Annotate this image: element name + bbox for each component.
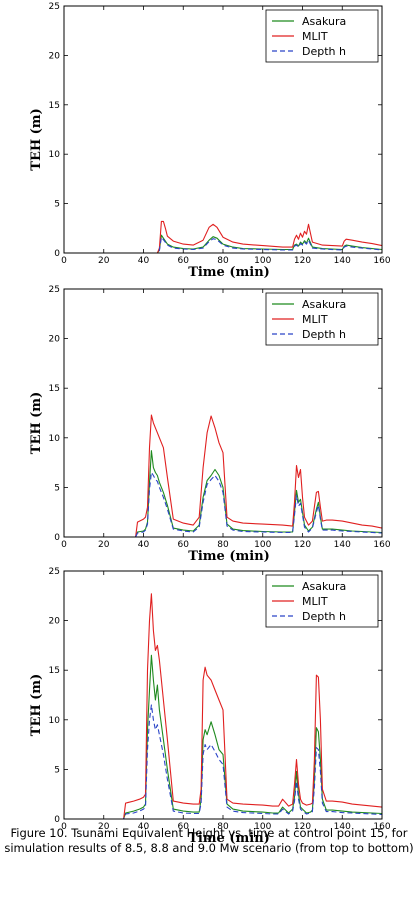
x-tick-label: 40 bbox=[138, 822, 150, 832]
legend: Asakura MLIT Depth h bbox=[265, 9, 379, 63]
y-tick-label: 20 bbox=[49, 51, 61, 61]
legend-label: Asakura bbox=[302, 580, 346, 593]
chart-panel-2: 0 20 40 60 80 100 120 140 160 0 5 10 15 20 25 Time (min… bbox=[29, 285, 391, 564]
series-line-depth-h bbox=[64, 704, 382, 819]
y-tick-label: 10 bbox=[49, 716, 61, 726]
x-tick-label: 160 bbox=[373, 822, 390, 832]
y-tick-label: 15 bbox=[49, 384, 60, 394]
legend-label: MLIT bbox=[302, 313, 328, 326]
x-tick-label: 140 bbox=[334, 822, 351, 832]
x-tick-label: 0 bbox=[61, 256, 67, 266]
x-tick-label: 80 bbox=[217, 256, 229, 266]
x-tick-label: 80 bbox=[217, 822, 229, 832]
chart-panel-1: 0 20 40 60 80 100 120 140 160 0 5 10 15 20 25 Time (min… bbox=[29, 2, 391, 280]
y-tick-label: 5 bbox=[54, 765, 60, 775]
y-axis-label: TEH (m) bbox=[29, 674, 44, 736]
x-tick-label: 160 bbox=[373, 540, 390, 550]
y-tick-label: 10 bbox=[49, 434, 61, 444]
x-tick-label: 160 bbox=[373, 256, 390, 266]
series-line-asakura bbox=[64, 654, 382, 819]
x-tick-label: 60 bbox=[178, 256, 190, 266]
x-tick-label: 100 bbox=[254, 540, 271, 550]
legend-label: Depth h bbox=[302, 328, 346, 341]
series-lines bbox=[64, 593, 382, 819]
y-tick-label: 15 bbox=[49, 666, 60, 676]
x-tick-label: 120 bbox=[294, 256, 311, 266]
legend-label: MLIT bbox=[302, 595, 328, 608]
x-axis-label: Time (min) bbox=[188, 549, 270, 564]
x-tick-label: 20 bbox=[98, 822, 110, 832]
y-axis-label: TEH (m) bbox=[29, 392, 44, 454]
y-tick-label: 10 bbox=[49, 150, 61, 160]
y-tick-label: 20 bbox=[49, 617, 61, 627]
y-tick-label: 25 bbox=[49, 2, 60, 12]
y-tick-label: 15 bbox=[49, 101, 60, 111]
x-tick-label: 20 bbox=[98, 256, 110, 266]
legend: Asakura MLIT Depth h bbox=[265, 574, 379, 628]
legend-label: Depth h bbox=[302, 45, 346, 58]
y-tick-label: 0 bbox=[54, 815, 60, 825]
series-line-mlit bbox=[64, 593, 382, 819]
legend-label: Depth h bbox=[302, 610, 346, 623]
x-tick-label: 60 bbox=[178, 540, 190, 550]
y-tick-label: 5 bbox=[54, 200, 60, 210]
legend: Asakura MLIT Depth h bbox=[265, 292, 379, 346]
x-tick-label: 40 bbox=[138, 540, 150, 550]
x-tick-label: 0 bbox=[61, 822, 67, 832]
x-axis-label: Time (min) bbox=[188, 265, 270, 280]
x-tick-label: 100 bbox=[254, 822, 271, 832]
x-tick-label: 120 bbox=[294, 540, 311, 550]
y-tick-label: 25 bbox=[49, 285, 60, 295]
y-tick-label: 5 bbox=[54, 483, 60, 493]
y-tick-label: 20 bbox=[49, 335, 61, 345]
x-tick-label: 100 bbox=[254, 256, 271, 266]
x-axis-label: Time (min) bbox=[188, 831, 270, 846]
legend-label: Asakura bbox=[302, 298, 346, 311]
y-tick-label: 0 bbox=[54, 533, 60, 543]
y-tick-label: 0 bbox=[54, 249, 60, 259]
legend-label: MLIT bbox=[302, 30, 328, 43]
x-tick-label: 40 bbox=[138, 256, 150, 266]
series-line-mlit bbox=[64, 414, 382, 537]
series-lines bbox=[64, 220, 382, 253]
series-lines bbox=[64, 414, 382, 537]
x-tick-label: 140 bbox=[334, 540, 351, 550]
series-line-depth-h bbox=[64, 471, 382, 537]
x-tick-label: 80 bbox=[217, 540, 229, 550]
y-axis-label: TEH (m) bbox=[29, 108, 44, 170]
legend-label: Asakura bbox=[302, 15, 346, 28]
figure-caption: Figure 10. Tsunami Equivalent Height vs.… bbox=[4, 826, 414, 855]
chart-panel-3: 0 20 40 60 80 100 120 140 160 0 5 10 15 20 25 Time (min… bbox=[29, 567, 391, 846]
x-tick-label: 140 bbox=[334, 256, 351, 266]
x-tick-label: 60 bbox=[178, 822, 190, 832]
y-tick-label: 25 bbox=[49, 567, 60, 577]
x-tick-label: 120 bbox=[294, 822, 311, 832]
series-line-asakura bbox=[64, 234, 382, 253]
x-tick-label: 20 bbox=[98, 540, 110, 550]
x-tick-label: 0 bbox=[61, 540, 67, 550]
series-line-mlit bbox=[64, 220, 382, 253]
